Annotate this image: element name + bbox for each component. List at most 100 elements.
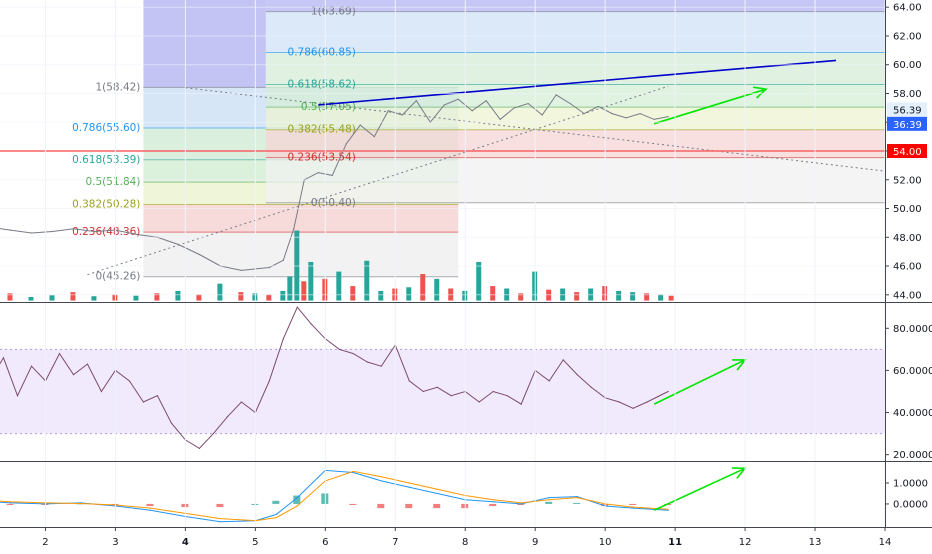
macd-histogram-bar [573, 502, 581, 504]
fib-zone [265, 107, 885, 130]
rsi-point [226, 416, 228, 418]
signal-point [352, 470, 354, 473]
volume-bar [476, 261, 482, 301]
price-point [177, 243, 179, 246]
rsi-point [58, 352, 61, 355]
rsi-point [16, 395, 19, 397]
rsi-arrow [653, 359, 746, 405]
rsi-point [422, 390, 424, 393]
macd-histogram-bar [251, 503, 259, 505]
volume-bar [574, 292, 580, 301]
macd-histogram-bar [349, 503, 357, 505]
rsi-point [492, 390, 494, 393]
y-tick-label: 62.00 [893, 31, 922, 42]
volume-bar [644, 293, 650, 301]
macd-point [408, 486, 410, 488]
macd-panel[interactable] [0, 467, 747, 523]
x-tick-label: 12 [739, 537, 752, 548]
signal-point [275, 516, 277, 519]
volume-bar [434, 278, 440, 301]
price-point [51, 230, 54, 233]
macd-point [576, 495, 578, 498]
countdown-label: 36:39 [893, 120, 922, 131]
price-point [443, 104, 445, 106]
rsi-point [2, 357, 5, 359]
price-point [345, 143, 347, 145]
rsi-point [366, 361, 368, 363]
signal-point [492, 499, 494, 501]
price-point [387, 110, 389, 112]
volume-bar [518, 293, 524, 301]
fib-level-label: 1(63.69) [311, 6, 356, 18]
fib-level-label: 1(58.42) [95, 81, 140, 93]
rsi-point [198, 447, 200, 449]
rsi-point [506, 395, 508, 397]
signal-point [576, 497, 578, 499]
price-point [268, 266, 270, 269]
rsi-point [170, 422, 173, 424]
rsi-point [632, 407, 634, 409]
price-line [0, 94, 669, 271]
fib-zone [143, 204, 459, 233]
macd-histogram-bar [293, 495, 301, 504]
rsi-point [562, 359, 564, 361]
rsi-panel[interactable] [0, 306, 885, 450]
y-tick-label: 64.00 [893, 3, 922, 14]
fib-level-label: 0.5(57.05) [301, 101, 356, 113]
volume-bar [252, 293, 258, 301]
rsi-point [450, 395, 452, 397]
price-point [485, 100, 487, 102]
volume-bar [364, 260, 370, 301]
price-point [625, 117, 627, 119]
price-point [639, 113, 641, 115]
signal-point [667, 508, 669, 510]
fib-top-band [265, 0, 885, 12]
rsi-point [156, 395, 159, 397]
price-point [373, 136, 375, 138]
y-tick-label: 40.0000 [893, 408, 932, 419]
macd-histogram-bar [433, 503, 441, 509]
price-point [30, 232, 33, 234]
macd-histogram-bar [272, 500, 280, 504]
rsi-point [30, 365, 33, 367]
fib-level-label: 0.236(53.54) [288, 152, 356, 164]
signal-point [520, 502, 522, 504]
fib-zone [265, 84, 885, 108]
volume-bar [490, 286, 496, 301]
y-tick-label: 80.0000 [893, 324, 932, 335]
price-arrow [653, 88, 767, 125]
x-tick-label: 4 [182, 537, 189, 548]
fib-level-label: 0.382(55.48) [288, 124, 356, 136]
macd-point [380, 480, 382, 482]
volume-bar [308, 261, 314, 301]
price-point [583, 113, 585, 115]
macd-point [296, 497, 298, 499]
fib-level-label: 0.786(60.85) [288, 46, 356, 58]
support-price-label: 54.00 [893, 147, 922, 158]
signal-line [0, 470, 669, 522]
volume-bar [175, 290, 181, 301]
macd-histogram-bar [405, 503, 413, 509]
price-point [457, 98, 459, 100]
y-tick-label: 50.00 [893, 204, 922, 215]
x-tick-label: 11 [668, 537, 682, 548]
price-point [569, 102, 571, 105]
macd-point [9, 502, 12, 504]
volume-bar [28, 296, 34, 301]
last-price-label: 56.39 [893, 105, 922, 116]
volume-bar [280, 290, 286, 301]
signal-point [408, 482, 410, 484]
rsi-point [268, 380, 270, 382]
volume-bar [616, 290, 622, 301]
price-point [9, 229, 12, 231]
macd-line [0, 469, 669, 523]
fib-level-label: 0.382(50.28) [72, 198, 140, 210]
price-panel[interactable]: 1(58.42) 0.786(55.60) 0.618(53.39) 0.5(51.8… [0, 0, 886, 301]
macd-point [219, 521, 221, 523]
y-tick-label: 20.0000 [893, 450, 932, 461]
rsi-point [128, 380, 131, 382]
macd-point [275, 513, 277, 516]
volume-bar [238, 292, 244, 301]
